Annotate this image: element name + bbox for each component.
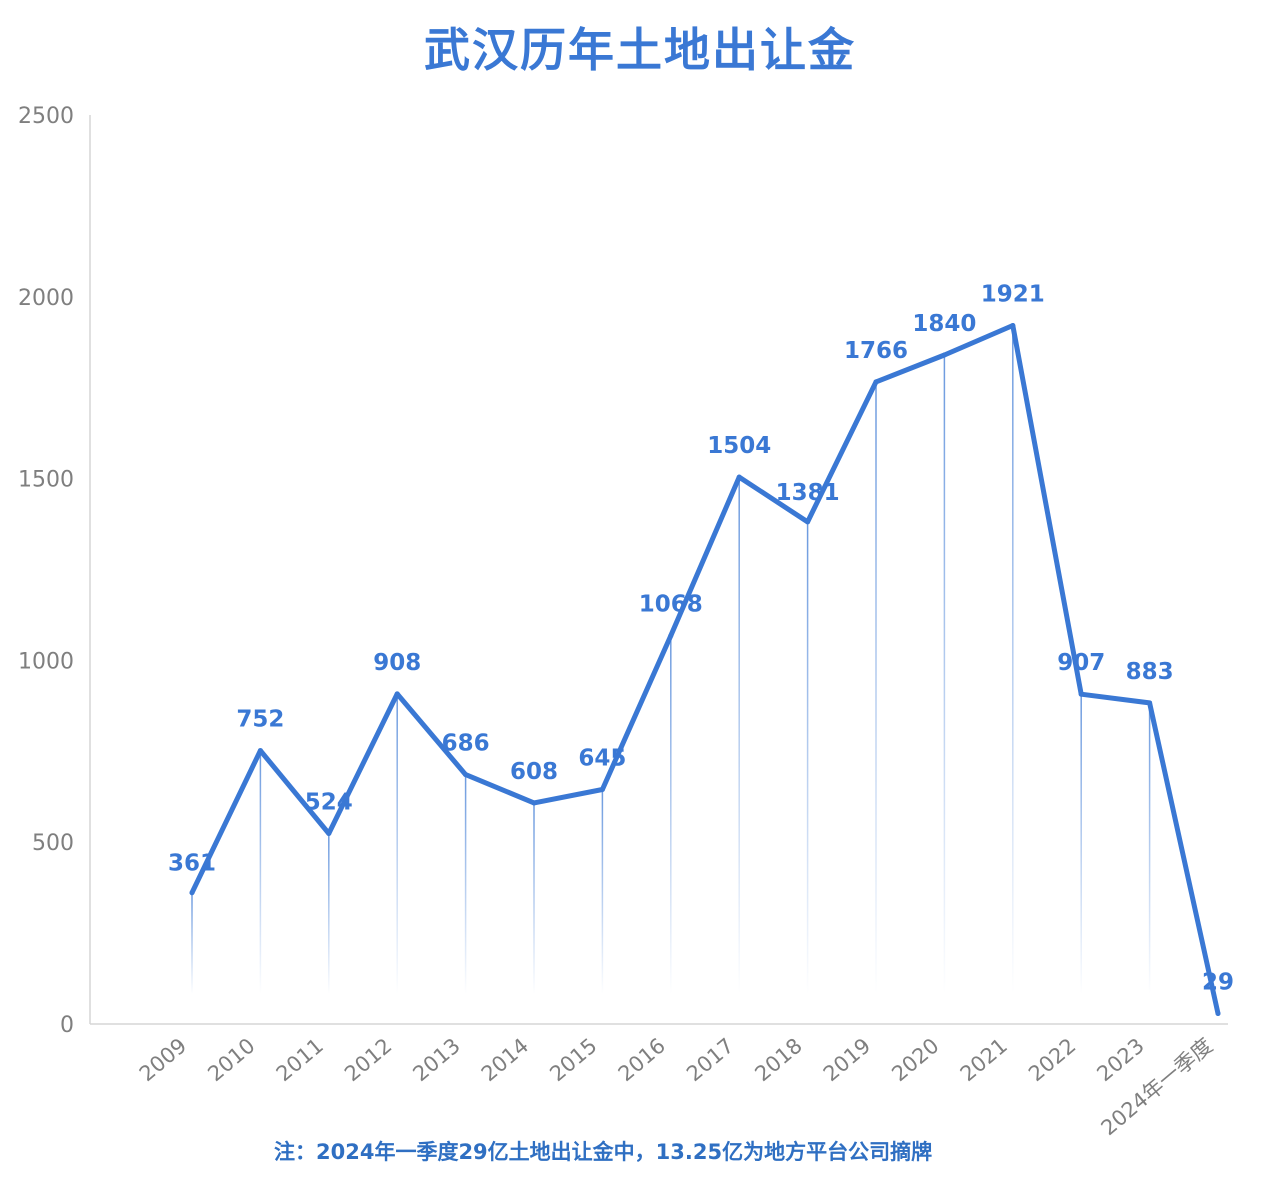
data-label: 29 [1202, 969, 1234, 995]
drop-line [328, 833, 330, 994]
data-label: 1921 [981, 282, 1045, 308]
drop-lines [191, 325, 1151, 994]
y-tick-label: 1500 [18, 468, 74, 493]
x-tick-label: 2012 [340, 1033, 396, 1086]
drop-line [601, 789, 604, 994]
x-tick-label: 2014 [477, 1033, 533, 1086]
data-point [873, 379, 879, 385]
drop-line [806, 521, 809, 994]
data-point [668, 633, 674, 639]
drop-line [396, 693, 398, 994]
data-point [326, 830, 332, 836]
x-tick-label: 2011 [272, 1033, 328, 1086]
data-point [941, 352, 947, 358]
data-label: 1504 [707, 433, 771, 459]
data-label: 1766 [844, 338, 908, 364]
x-tick-labels: 2009 2010 2011 2012 2013 2014 2015 2016 2017 2018… [135, 1033, 1217, 1140]
y-tick-labels: 0 500 1000 1500 2000 2500 [18, 104, 74, 1038]
x-tick-label: 2022 [1024, 1033, 1080, 1086]
data-point [257, 748, 263, 754]
drop-line [738, 477, 740, 994]
data-label: 608 [510, 759, 558, 785]
data-label: 1840 [912, 311, 976, 337]
data-point [531, 800, 537, 806]
data-label: 752 [236, 707, 284, 733]
data-label: 1381 [776, 480, 840, 506]
axes [89, 115, 1228, 1025]
chart-title: 武汉历年土地出让金 [424, 23, 856, 77]
data-point [1078, 691, 1084, 697]
drop-line [259, 750, 262, 994]
data-point [189, 890, 195, 896]
data-label: 883 [1126, 659, 1174, 685]
x-tick-label: 2009 [135, 1033, 191, 1086]
data-point [1147, 700, 1153, 706]
x-tick-label: 2018 [750, 1033, 806, 1086]
data-label: 907 [1057, 650, 1105, 676]
drop-line [1080, 694, 1082, 994]
drop-line [875, 381, 877, 994]
data-point [394, 691, 400, 697]
data-point [463, 772, 469, 778]
y-tick-label: 2500 [18, 104, 74, 129]
data-point [599, 786, 605, 792]
drop-line [191, 892, 193, 994]
series-line [189, 323, 1221, 1016]
data-point [1010, 323, 1016, 329]
y-tick-label: 1000 [18, 649, 74, 674]
drop-line [1012, 325, 1014, 994]
data-label: 645 [578, 745, 626, 771]
x-tick-label: 2019 [819, 1033, 875, 1086]
series-line-group [189, 323, 1221, 1016]
data-label: 1068 [639, 592, 703, 618]
drop-line [670, 635, 672, 994]
data-point [805, 519, 811, 525]
data-label: 361 [168, 851, 216, 877]
x-tick-label: 2020 [887, 1033, 943, 1086]
y-tick-label: 500 [32, 831, 74, 856]
x-tick-label: 2016 [614, 1033, 670, 1086]
data-point [736, 474, 742, 480]
x-tick-label: 2015 [545, 1033, 601, 1086]
drop-line [1148, 702, 1151, 994]
x-tick-label: 2013 [408, 1033, 464, 1086]
x-tick-label: 2023 [1092, 1033, 1148, 1086]
x-tick-label: 2017 [682, 1033, 738, 1086]
data-label: 686 [442, 731, 490, 757]
data-point [1215, 1010, 1221, 1016]
data-label: 524 [305, 789, 353, 815]
chart-note: 注：2024年一季度29亿土地出让金中，13.25亿为地方平台公司摘牌 [274, 1140, 933, 1164]
data-label: 908 [373, 650, 421, 676]
drop-line [533, 802, 535, 994]
y-tick-label: 0 [60, 1013, 74, 1038]
drop-line [464, 774, 467, 994]
x-tick-label: 2010 [203, 1033, 259, 1086]
y-tick-label: 2000 [18, 286, 74, 311]
drop-line [943, 354, 946, 994]
x-tick-label: 2021 [956, 1033, 1012, 1086]
